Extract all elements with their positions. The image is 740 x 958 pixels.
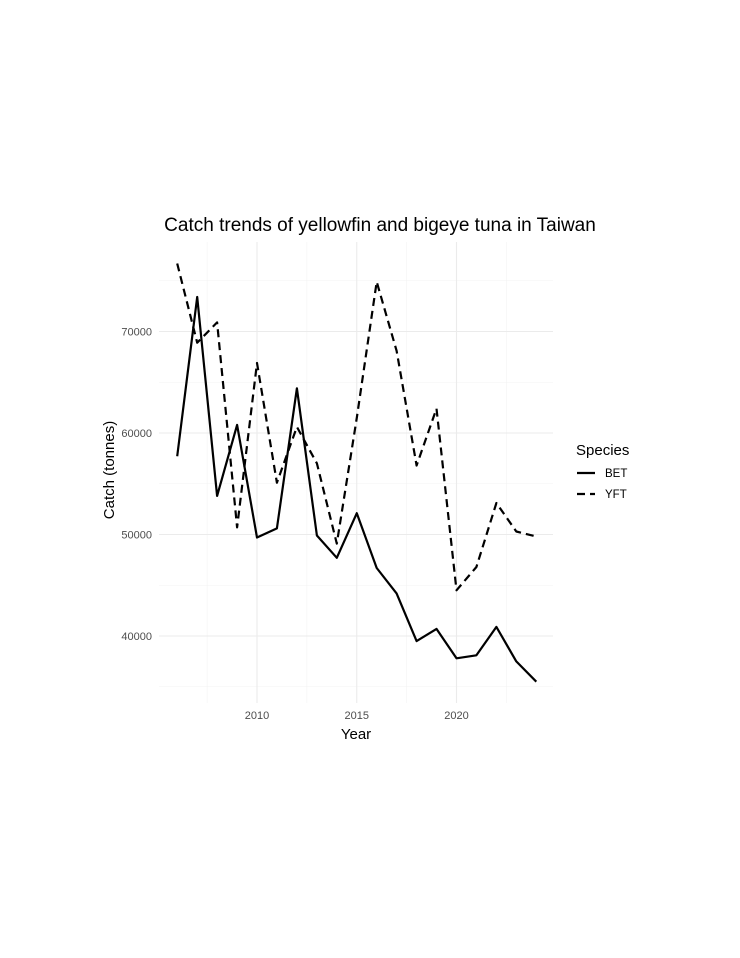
y-axis-tick-labels: 40000 50000 60000 70000 [121,327,152,644]
x-tick-label: 2010 [245,710,269,722]
legend-entry-yft: YFT [577,489,627,501]
y-axis-title: Catch (tonnes) [101,421,118,519]
y-tick-label: 60000 [121,428,152,440]
series-line-bet [176,295,538,683]
legend-entry-bet: BET [577,468,627,480]
y-tick-label: 40000 [121,631,152,643]
legend: Species BET YFT [576,442,629,501]
x-tick-label: 2015 [345,710,369,722]
legend-label-yft: YFT [605,489,627,501]
series-line-yft [176,263,537,592]
minor-gridlines-y [159,280,553,688]
y-tick-label: 50000 [121,530,152,542]
major-gridlines-y [159,330,553,637]
x-tick-label: 2020 [444,710,468,722]
y-tick-label: 70000 [121,327,152,339]
x-axis-tick-labels: 2010 2015 2020 [245,710,469,722]
chart-title: Catch trends of yellowfin and bigeye tun… [164,215,596,236]
series-layer [176,263,538,683]
legend-label-bet: BET [605,468,627,480]
x-axis-title: Year [341,726,371,743]
major-gridlines-x [256,242,458,703]
minor-gridlines-x [206,242,507,703]
legend-title: Species [576,442,629,459]
